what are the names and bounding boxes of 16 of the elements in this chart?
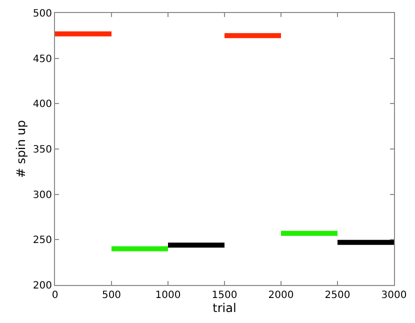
x-tick-label: 3000 [381,290,407,301]
x-tick-label: 2500 [324,290,350,301]
x-tick-label: 1500 [212,290,238,301]
x-tick-label: 1000 [155,290,181,301]
x-tick-label: 0 [52,290,58,301]
x-tick-label: 500 [102,290,122,301]
y-axis-title: # spin up [14,120,28,178]
y-tick-label: 400 [32,99,52,110]
y-tick-label: 200 [32,280,52,292]
y-tick-label: 350 [32,144,52,156]
y-tick-label: 500 [32,8,52,20]
y-tick-label: 250 [32,235,52,246]
y-tick-label: 450 [32,54,52,65]
y-tick-label: 300 [32,190,52,201]
x-tick-label: 2000 [268,290,294,301]
x-axis-title: trial [212,301,236,315]
